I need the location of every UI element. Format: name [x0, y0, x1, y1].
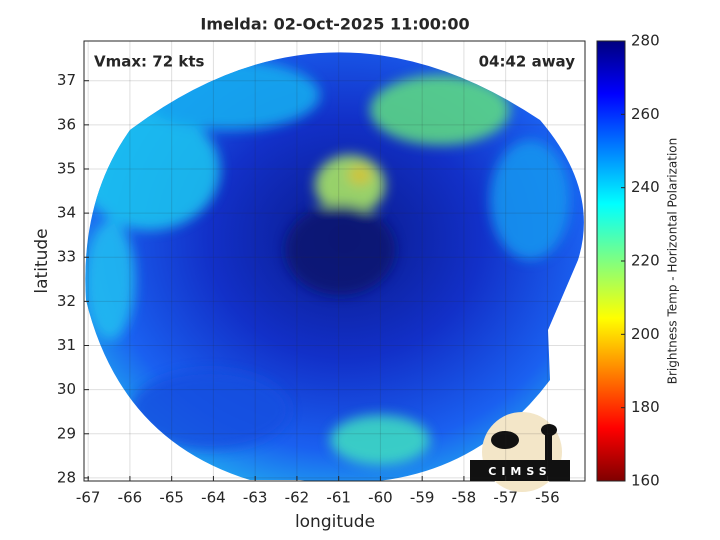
x-tick-label: -67 — [76, 489, 101, 507]
x-tick-label: -59 — [410, 489, 435, 507]
plot-frame — [83, 40, 586, 482]
colorbar-tick-label: 280 — [631, 32, 660, 50]
y-tick-label: 34 — [57, 204, 76, 222]
y-tick-label: 31 — [57, 336, 76, 354]
title: Imelda: 02-Oct-2025 11:00:00 — [200, 15, 469, 34]
colorbar-tick-label: 180 — [631, 398, 660, 416]
y-tick-label: 28 — [57, 468, 76, 486]
x-tick-label: -62 — [285, 489, 310, 507]
y-tick-label: 32 — [57, 292, 76, 310]
x-tick-label: -61 — [326, 489, 351, 507]
x-tick-label: -66 — [118, 489, 143, 507]
y-tick-label: 36 — [57, 115, 76, 133]
y-tick-label: 37 — [57, 71, 76, 89]
x-axis-label: longitude — [295, 512, 375, 532]
x-tick-label: -63 — [243, 489, 268, 507]
logo-text: CIMSS — [488, 465, 551, 478]
colorbar-tick-label: 160 — [631, 472, 660, 490]
time-away: 04:42 away — [479, 53, 576, 71]
colorbar-tick-label: 260 — [631, 105, 660, 123]
y-tick-label: 29 — [57, 424, 76, 442]
y-tick-label: 33 — [57, 248, 76, 266]
colorbar-tick-label: 200 — [631, 325, 660, 343]
cimss-logo: CIMSS — [470, 412, 570, 492]
x-tick-label: -64 — [201, 489, 226, 507]
colorbar-label: Brightness Temp - Horizontal Polarizatio… — [666, 138, 680, 385]
vmax: Vmax: 72 kts — [94, 53, 204, 71]
x-tick-label: -60 — [368, 489, 393, 507]
colorbar-tick-label: 240 — [631, 178, 660, 196]
x-tick-label: -57 — [493, 489, 518, 507]
y-axis-label: latitude — [32, 228, 52, 293]
y-tick-label: 30 — [57, 380, 76, 398]
x-tick-label: -56 — [535, 489, 560, 507]
colorbar — [596, 40, 626, 482]
x-tick-label: -58 — [452, 489, 477, 507]
colorbar-tick-label: 220 — [631, 252, 660, 270]
y-tick-label: 35 — [57, 159, 76, 177]
x-tick-label: -65 — [159, 489, 184, 507]
